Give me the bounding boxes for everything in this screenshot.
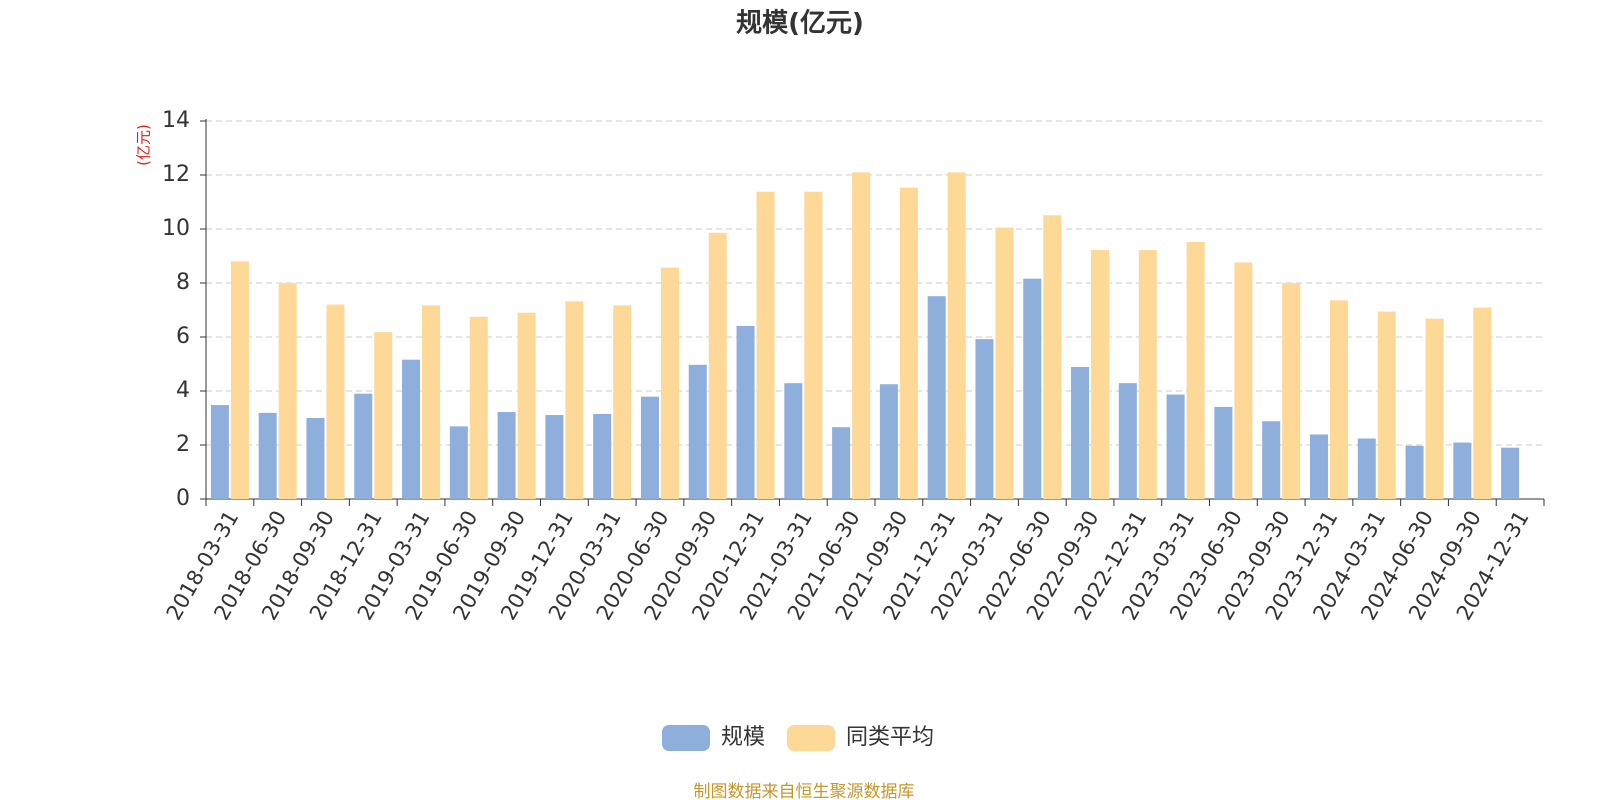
bar — [374, 332, 393, 499]
bar — [975, 339, 994, 499]
bar — [469, 316, 488, 499]
y-tick-label: 0 — [176, 486, 190, 511]
bar — [210, 405, 229, 499]
bar — [422, 305, 441, 499]
bar — [1234, 262, 1253, 499]
bar — [1262, 421, 1281, 499]
bar — [947, 172, 966, 500]
bar — [1357, 438, 1376, 499]
bar — [640, 396, 659, 499]
bar — [593, 413, 612, 499]
bar — [1043, 215, 1062, 500]
bar — [402, 359, 421, 499]
bar — [1329, 300, 1348, 499]
bar — [1138, 250, 1157, 499]
bar — [1453, 442, 1472, 499]
bar — [879, 384, 898, 499]
bar — [1501, 447, 1520, 499]
y-tick-label: 12 — [162, 162, 190, 187]
bar — [613, 305, 632, 499]
chart-title: 规模(亿元) — [736, 9, 864, 39]
bar — [278, 283, 297, 499]
y-tick-label: 6 — [176, 324, 190, 349]
bar — [354, 393, 373, 499]
bar — [258, 412, 277, 499]
bar — [1118, 383, 1137, 499]
bar — [1282, 283, 1301, 499]
bar — [306, 418, 325, 499]
bar — [899, 187, 918, 499]
bar — [545, 415, 564, 499]
bar — [804, 191, 823, 500]
footer: 制图数据来自恒生聚源数据库 — [694, 782, 915, 800]
y-tick-label: 10 — [162, 216, 190, 241]
y-tick-label: 4 — [176, 378, 190, 403]
bar — [1091, 250, 1110, 499]
bar — [230, 261, 249, 499]
bar — [1405, 445, 1424, 499]
bar — [1377, 311, 1396, 499]
legend-label: 规模 — [721, 725, 765, 750]
bar — [995, 227, 1014, 499]
bar — [497, 412, 516, 499]
y-tick-label: 2 — [176, 432, 190, 457]
bar — [784, 383, 803, 499]
bar — [832, 427, 851, 499]
bar — [1023, 278, 1042, 499]
bar — [852, 172, 871, 500]
bar — [1071, 366, 1090, 499]
bar — [1425, 318, 1444, 499]
bar — [688, 364, 707, 499]
legend-swatch — [787, 725, 836, 751]
bar — [1309, 434, 1328, 499]
bar — [565, 301, 584, 499]
y-axis-label: (亿元) — [135, 124, 153, 166]
legend-swatch — [662, 725, 710, 751]
bar — [708, 232, 727, 499]
bar — [1473, 307, 1492, 499]
bar — [736, 325, 755, 499]
bar — [449, 426, 468, 499]
y-tick-label: 8 — [176, 270, 190, 295]
bar — [1214, 406, 1233, 499]
bar — [927, 296, 946, 499]
y-tick-label: 14 — [162, 108, 190, 133]
bar — [756, 191, 775, 500]
bar — [517, 312, 536, 499]
bar — [660, 267, 679, 499]
bar — [1186, 241, 1205, 499]
bar — [1166, 394, 1185, 499]
bar — [326, 304, 345, 499]
legend-label: 同类平均 — [846, 725, 934, 750]
